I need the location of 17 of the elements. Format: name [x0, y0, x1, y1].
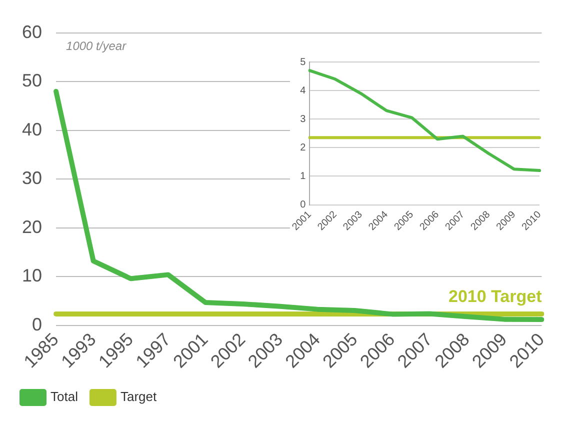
y-tick-label: 60 — [22, 22, 42, 42]
y-axis-title: 1000 t/year — [66, 39, 128, 54]
y-tick-label: 5 — [300, 56, 306, 68]
y-tick-label: 1 — [300, 170, 306, 182]
legend-label: Target — [120, 389, 157, 404]
legend-label: Total — [50, 389, 78, 404]
y-tick-label: 30 — [22, 168, 42, 188]
y-tick-label: 0 — [32, 314, 42, 334]
y-tick-label: 4 — [300, 85, 306, 96]
y-tick-label: 10 — [22, 266, 42, 286]
y-tick-label: 0 — [300, 200, 306, 211]
y-tick-label: 40 — [22, 119, 42, 140]
y-tick-label: 20 — [22, 216, 42, 237]
y-tick-label: 2 — [300, 142, 306, 154]
y-tick-label: 3 — [300, 114, 306, 125]
annotation: 2010 Target — [448, 287, 542, 306]
y-tick-label: 50 — [22, 70, 42, 91]
